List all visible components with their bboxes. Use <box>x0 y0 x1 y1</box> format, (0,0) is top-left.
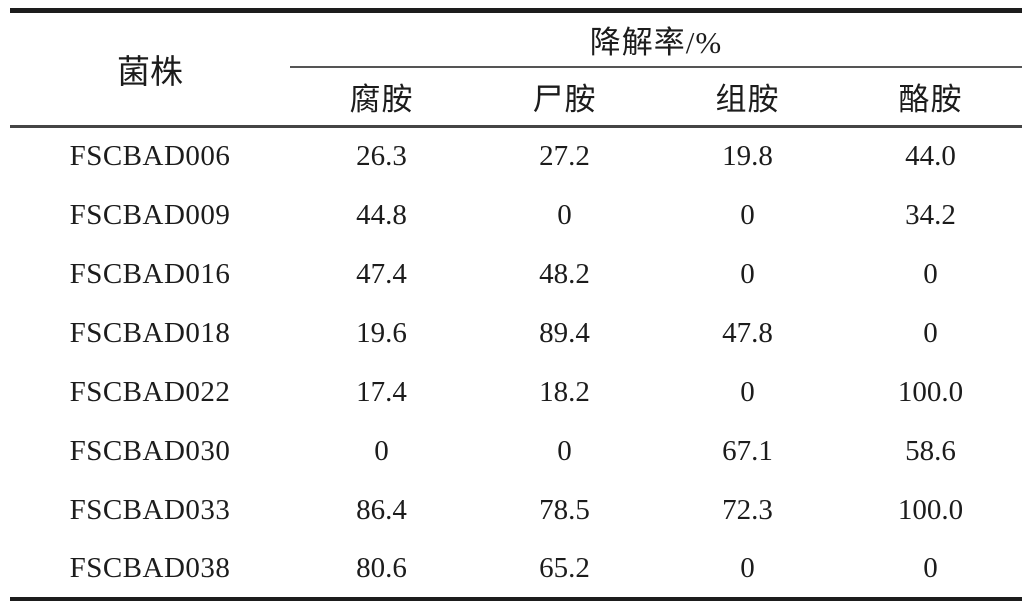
value-cell: 19.6 <box>356 316 407 349</box>
value-cell: 0 <box>374 434 389 467</box>
value-cell: 0 <box>923 316 938 349</box>
table-row: FSCBAD022 17.4 18.2 0 100.0 <box>10 363 1022 422</box>
value-cell: 34.2 <box>905 198 956 231</box>
strain-cell: FSCBAD038 <box>69 551 231 584</box>
value-cell: 44.0 <box>905 140 956 173</box>
column-header-tyramine: 酪胺 <box>839 66 1022 128</box>
value-cell: 67.1 <box>722 434 773 467</box>
strain-cell: FSCBAD006 <box>69 140 231 173</box>
value-cell: 78.5 <box>539 493 590 526</box>
strain-cell: FSCBAD030 <box>69 434 231 467</box>
value-cell: 80.6 <box>356 551 407 584</box>
strain-cell: FSCBAD018 <box>69 316 231 349</box>
strain-cell: FSCBAD016 <box>69 257 231 290</box>
table-row: FSCBAD030 0 0 67.1 58.6 <box>10 422 1022 481</box>
table-row: FSCBAD038 80.6 65.2 0 0 <box>10 540 1022 599</box>
column-header-cadaverine: 尸胺 <box>473 66 656 128</box>
value-cell: 58.6 <box>905 434 956 467</box>
value-cell: 17.4 <box>356 375 407 408</box>
column-header-histamine: 组胺 <box>656 66 839 128</box>
value-cell: 0 <box>557 434 572 467</box>
value-cell: 65.2 <box>539 551 590 584</box>
value-cell: 0 <box>923 257 938 290</box>
value-cell: 47.8 <box>722 316 773 349</box>
value-cell: 0 <box>740 551 755 584</box>
strain-cell: FSCBAD022 <box>69 375 231 408</box>
value-cell: 100.0 <box>897 493 964 526</box>
strain-cell: FSCBAD009 <box>69 198 231 231</box>
header-row-amines: 腐胺 尸胺 组胺 酪胺 <box>10 66 1022 128</box>
table-row: FSCBAD009 44.8 0 0 34.2 <box>10 186 1022 245</box>
table-row: FSCBAD033 86.4 78.5 72.3 100.0 <box>10 481 1022 540</box>
table-header: 菌株 降解率/% 腐胺 尸胺 组胺 酪胺 <box>10 10 1022 128</box>
value-cell: 0 <box>740 198 755 231</box>
table-row: FSCBAD018 19.6 89.4 47.8 0 <box>10 304 1022 363</box>
table-row: FSCBAD006 26.3 27.2 19.8 44.0 <box>10 127 1022 186</box>
value-cell: 47.4 <box>356 257 407 290</box>
value-cell: 89.4 <box>539 316 590 349</box>
header-row-group: 菌株 降解率/% <box>10 10 1022 128</box>
column-header-putrescine: 腐胺 <box>290 66 473 128</box>
value-cell: 48.2 <box>539 257 590 290</box>
value-cell: 0 <box>740 375 755 408</box>
value-cell: 44.8 <box>356 198 407 231</box>
value-cell: 0 <box>557 198 572 231</box>
value-cell: 18.2 <box>539 375 590 408</box>
value-cell: 19.8 <box>722 140 773 173</box>
value-cell: 27.2 <box>539 140 590 173</box>
table-body: FSCBAD006 26.3 27.2 19.8 44.0 FSCBAD009 … <box>10 127 1022 599</box>
value-cell: 86.4 <box>356 493 407 526</box>
value-cell: 100.0 <box>897 375 964 408</box>
value-cell: 0 <box>740 257 755 290</box>
column-header-degradation-rate: 降解率/% <box>290 10 1022 68</box>
table-row: FSCBAD016 47.4 48.2 0 0 <box>10 245 1022 304</box>
value-cell: 0 <box>923 551 938 584</box>
value-cell: 72.3 <box>722 493 773 526</box>
value-cell: 26.3 <box>356 140 407 173</box>
strain-cell: FSCBAD033 <box>69 493 231 526</box>
column-header-strain: 菌株 <box>10 10 290 128</box>
degradation-rate-table: 菌株 降解率/% 腐胺 尸胺 组胺 酪胺 FSCBAD006 26.3 27.2… <box>10 8 1022 601</box>
